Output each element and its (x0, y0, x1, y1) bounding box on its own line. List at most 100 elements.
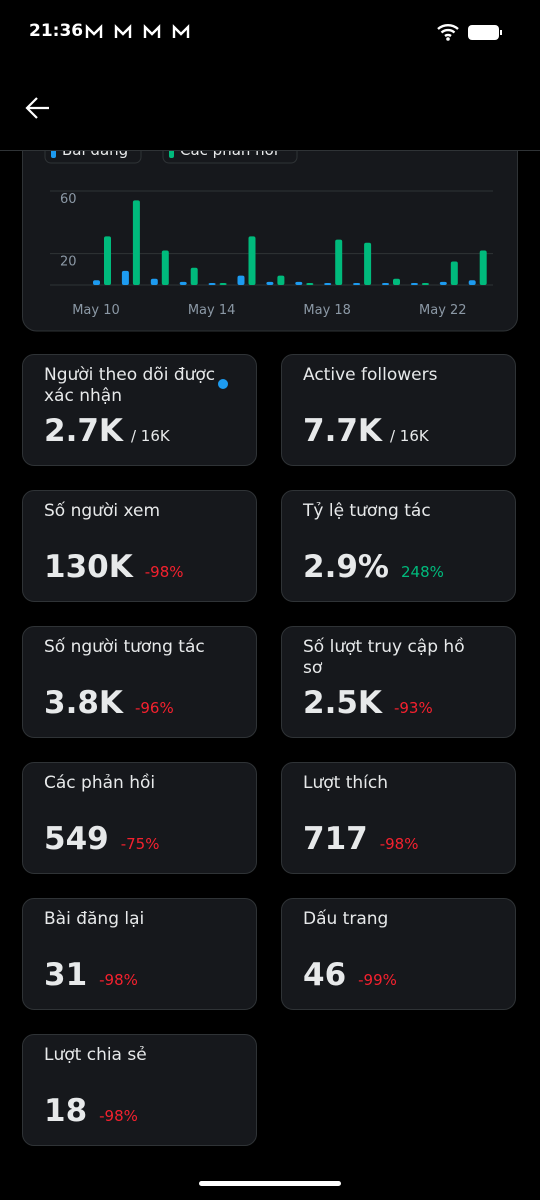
bar (335, 239, 343, 285)
metric-card[interactable]: Các phản hồi 549 -75% (22, 762, 257, 874)
bar (179, 281, 187, 285)
system-icons (437, 24, 502, 41)
bar (208, 283, 216, 285)
total: / 16K (389, 427, 429, 445)
bar (161, 250, 169, 285)
change: -98% (95, 971, 138, 989)
value: 46 (303, 957, 347, 993)
card-title: Số người xem (44, 501, 161, 521)
change-value: -99% (358, 971, 397, 989)
value: 7.7K (303, 413, 382, 449)
bar (324, 283, 332, 285)
card-title: Bài đăng lại (44, 909, 145, 929)
bar (479, 250, 487, 285)
card-title: Số người tương tác (44, 637, 205, 657)
value: 2.7K (44, 413, 123, 449)
value: 2.5K (303, 685, 382, 721)
card-value: 717 -98% (303, 821, 418, 857)
value: 549 (44, 821, 109, 857)
change: -93% (390, 699, 433, 717)
card-value: 3.8K -96% (44, 685, 174, 721)
change-value: -98% (379, 835, 419, 853)
bar (450, 261, 458, 285)
bar (150, 278, 158, 285)
value: 130K (44, 549, 133, 585)
change-value: -96% (134, 699, 174, 717)
metric-card[interactable]: Dấu trang 46 -99% (281, 898, 516, 1010)
verified-badge (218, 379, 228, 389)
back-button[interactable] (25, 96, 51, 120)
metric-card[interactable]: Lượt chia sẻ 18 -98% (22, 1034, 257, 1146)
bar (410, 283, 418, 285)
metric-card[interactable]: Tỷ lệ tương tác 2.9% 248% (281, 490, 516, 602)
card-value: 2.7K / 16K (44, 413, 170, 449)
bar (393, 278, 400, 285)
bar (93, 280, 100, 285)
card-value: 18 -98% (44, 1093, 138, 1129)
metric-card[interactable]: Bài đăng lại 31 -98% (22, 898, 257, 1010)
bar (439, 281, 447, 285)
card-title: Số lượt truy cập hồ sơ (303, 637, 465, 678)
metric-card[interactable]: Active followers 7.7K / 16K (281, 354, 516, 466)
status-time: 21:36 (29, 21, 84, 41)
bar (421, 283, 429, 285)
card-value: 7.7K / 16K (303, 413, 429, 449)
card-title: Tỷ lệ tương tác (303, 501, 431, 521)
change: 248% (397, 563, 444, 581)
change: -96% (131, 699, 174, 717)
total: / 16K (130, 427, 170, 445)
card-value: 46 -99% (303, 957, 397, 993)
card-value: 549 -75% (44, 821, 159, 857)
card-value: 2.9% 248% (303, 549, 444, 585)
bar (132, 200, 140, 285)
value: 717 (303, 821, 368, 857)
x-tick-label: May 10 (72, 303, 120, 318)
change: -98% (376, 835, 419, 853)
card-value: 31 -98% (44, 957, 138, 993)
value: 3.8K (44, 685, 123, 721)
metric-card[interactable]: Người theo dõi được xác nhận 2.7K / 16K (22, 354, 257, 466)
metric-card[interactable]: Số người xem 130K -98% (22, 490, 257, 602)
y-tick-label: 60 (60, 192, 77, 207)
bar (219, 283, 227, 285)
x-tick-label: May 22 (419, 303, 467, 318)
bar (266, 281, 274, 285)
bar (468, 280, 476, 285)
card-title: Các phản hồi (44, 773, 156, 793)
bar (104, 236, 111, 285)
card-title: Người theo dõi được xác nhận (44, 365, 216, 406)
metric-card[interactable]: Lượt thích 717 -98% (281, 762, 516, 874)
change-value: -93% (393, 699, 433, 717)
header: 21:36 (0, 0, 540, 151)
value: 18 (44, 1093, 88, 1129)
metric-card[interactable]: Số người tương tác 3.8K -96% (22, 626, 257, 738)
bar (382, 283, 389, 285)
change: -98% (95, 1107, 138, 1125)
change-value: 248% (400, 563, 444, 581)
change: -98% (141, 563, 184, 581)
metric-card[interactable]: Số lượt truy cập hồ sơ 2.5K -93% (281, 626, 516, 738)
bar (277, 275, 285, 285)
change: -75% (117, 835, 160, 853)
card-title: Active followers (303, 365, 438, 385)
bar (237, 275, 245, 285)
bar (190, 267, 198, 285)
y-tick-label: 20 (60, 255, 77, 270)
bar (364, 242, 372, 285)
card-value: 130K -98% (44, 549, 184, 585)
change-value: -98% (144, 563, 184, 581)
change-value: -75% (120, 835, 160, 853)
bar (121, 270, 129, 285)
card-title: Dấu trang (303, 909, 389, 929)
change: -99% (354, 971, 397, 989)
x-tick-label: May 14 (188, 303, 236, 318)
bar (353, 283, 361, 285)
card-title: Lượt thích (303, 773, 388, 793)
bar (306, 283, 314, 285)
value: 31 (44, 957, 88, 993)
home-indicator (199, 1181, 341, 1186)
x-tick-label: May 18 (303, 303, 351, 318)
change-value: -98% (99, 1107, 138, 1125)
value: 2.9% (303, 549, 389, 585)
